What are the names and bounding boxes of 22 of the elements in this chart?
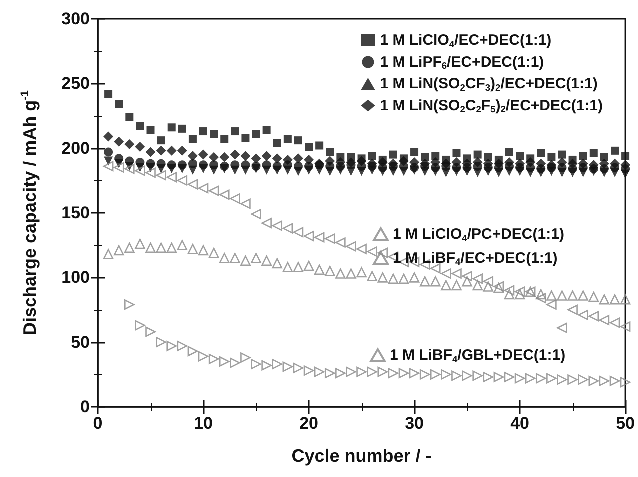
legend-label: 1 M LiBF4/EC+DEC(1:1) bbox=[393, 250, 558, 267]
y-tick-label: 100 bbox=[62, 268, 90, 288]
y-axis-title: Discharge capacity / mAh g-1 bbox=[20, 90, 40, 336]
legend-label: 1 M LiClO4/PC+DEC(1:1) bbox=[393, 226, 564, 244]
x-tick-label: 0 bbox=[93, 414, 103, 433]
legend-label: 1 M LiN(SO2CF3)2/EC+DEC(1:1) bbox=[380, 76, 598, 93]
y-tick-label: 250 bbox=[62, 74, 90, 94]
y-tick-label: 200 bbox=[62, 138, 90, 158]
x-axis-title: Cycle number / - bbox=[292, 446, 432, 466]
text: 1 M LiN(SO2C2F5)2/EC+DEC(1:1) bbox=[380, 97, 604, 114]
legend-label: 1 M LiClO4/EC+DEC(1:1) bbox=[380, 32, 552, 50]
legend-label: 1 M LiBF4/GBL+DEC(1:1) bbox=[390, 347, 566, 364]
x-tick-label: 40 bbox=[510, 414, 530, 433]
x-tick-label: 30 bbox=[405, 414, 424, 433]
y-tick-label: 300 bbox=[62, 10, 90, 28]
y-tick-label: 0 bbox=[80, 398, 90, 416]
x-tick-label: 50 bbox=[616, 414, 636, 433]
x-tick-label: 20 bbox=[300, 414, 318, 433]
y-tick-label: 50 bbox=[71, 332, 90, 352]
x-tick-label: 10 bbox=[194, 414, 213, 433]
y-tick-label: 150 bbox=[62, 204, 90, 222]
legend-label: 1 M LiPF6/EC+DEC(1:1) bbox=[380, 54, 544, 71]
